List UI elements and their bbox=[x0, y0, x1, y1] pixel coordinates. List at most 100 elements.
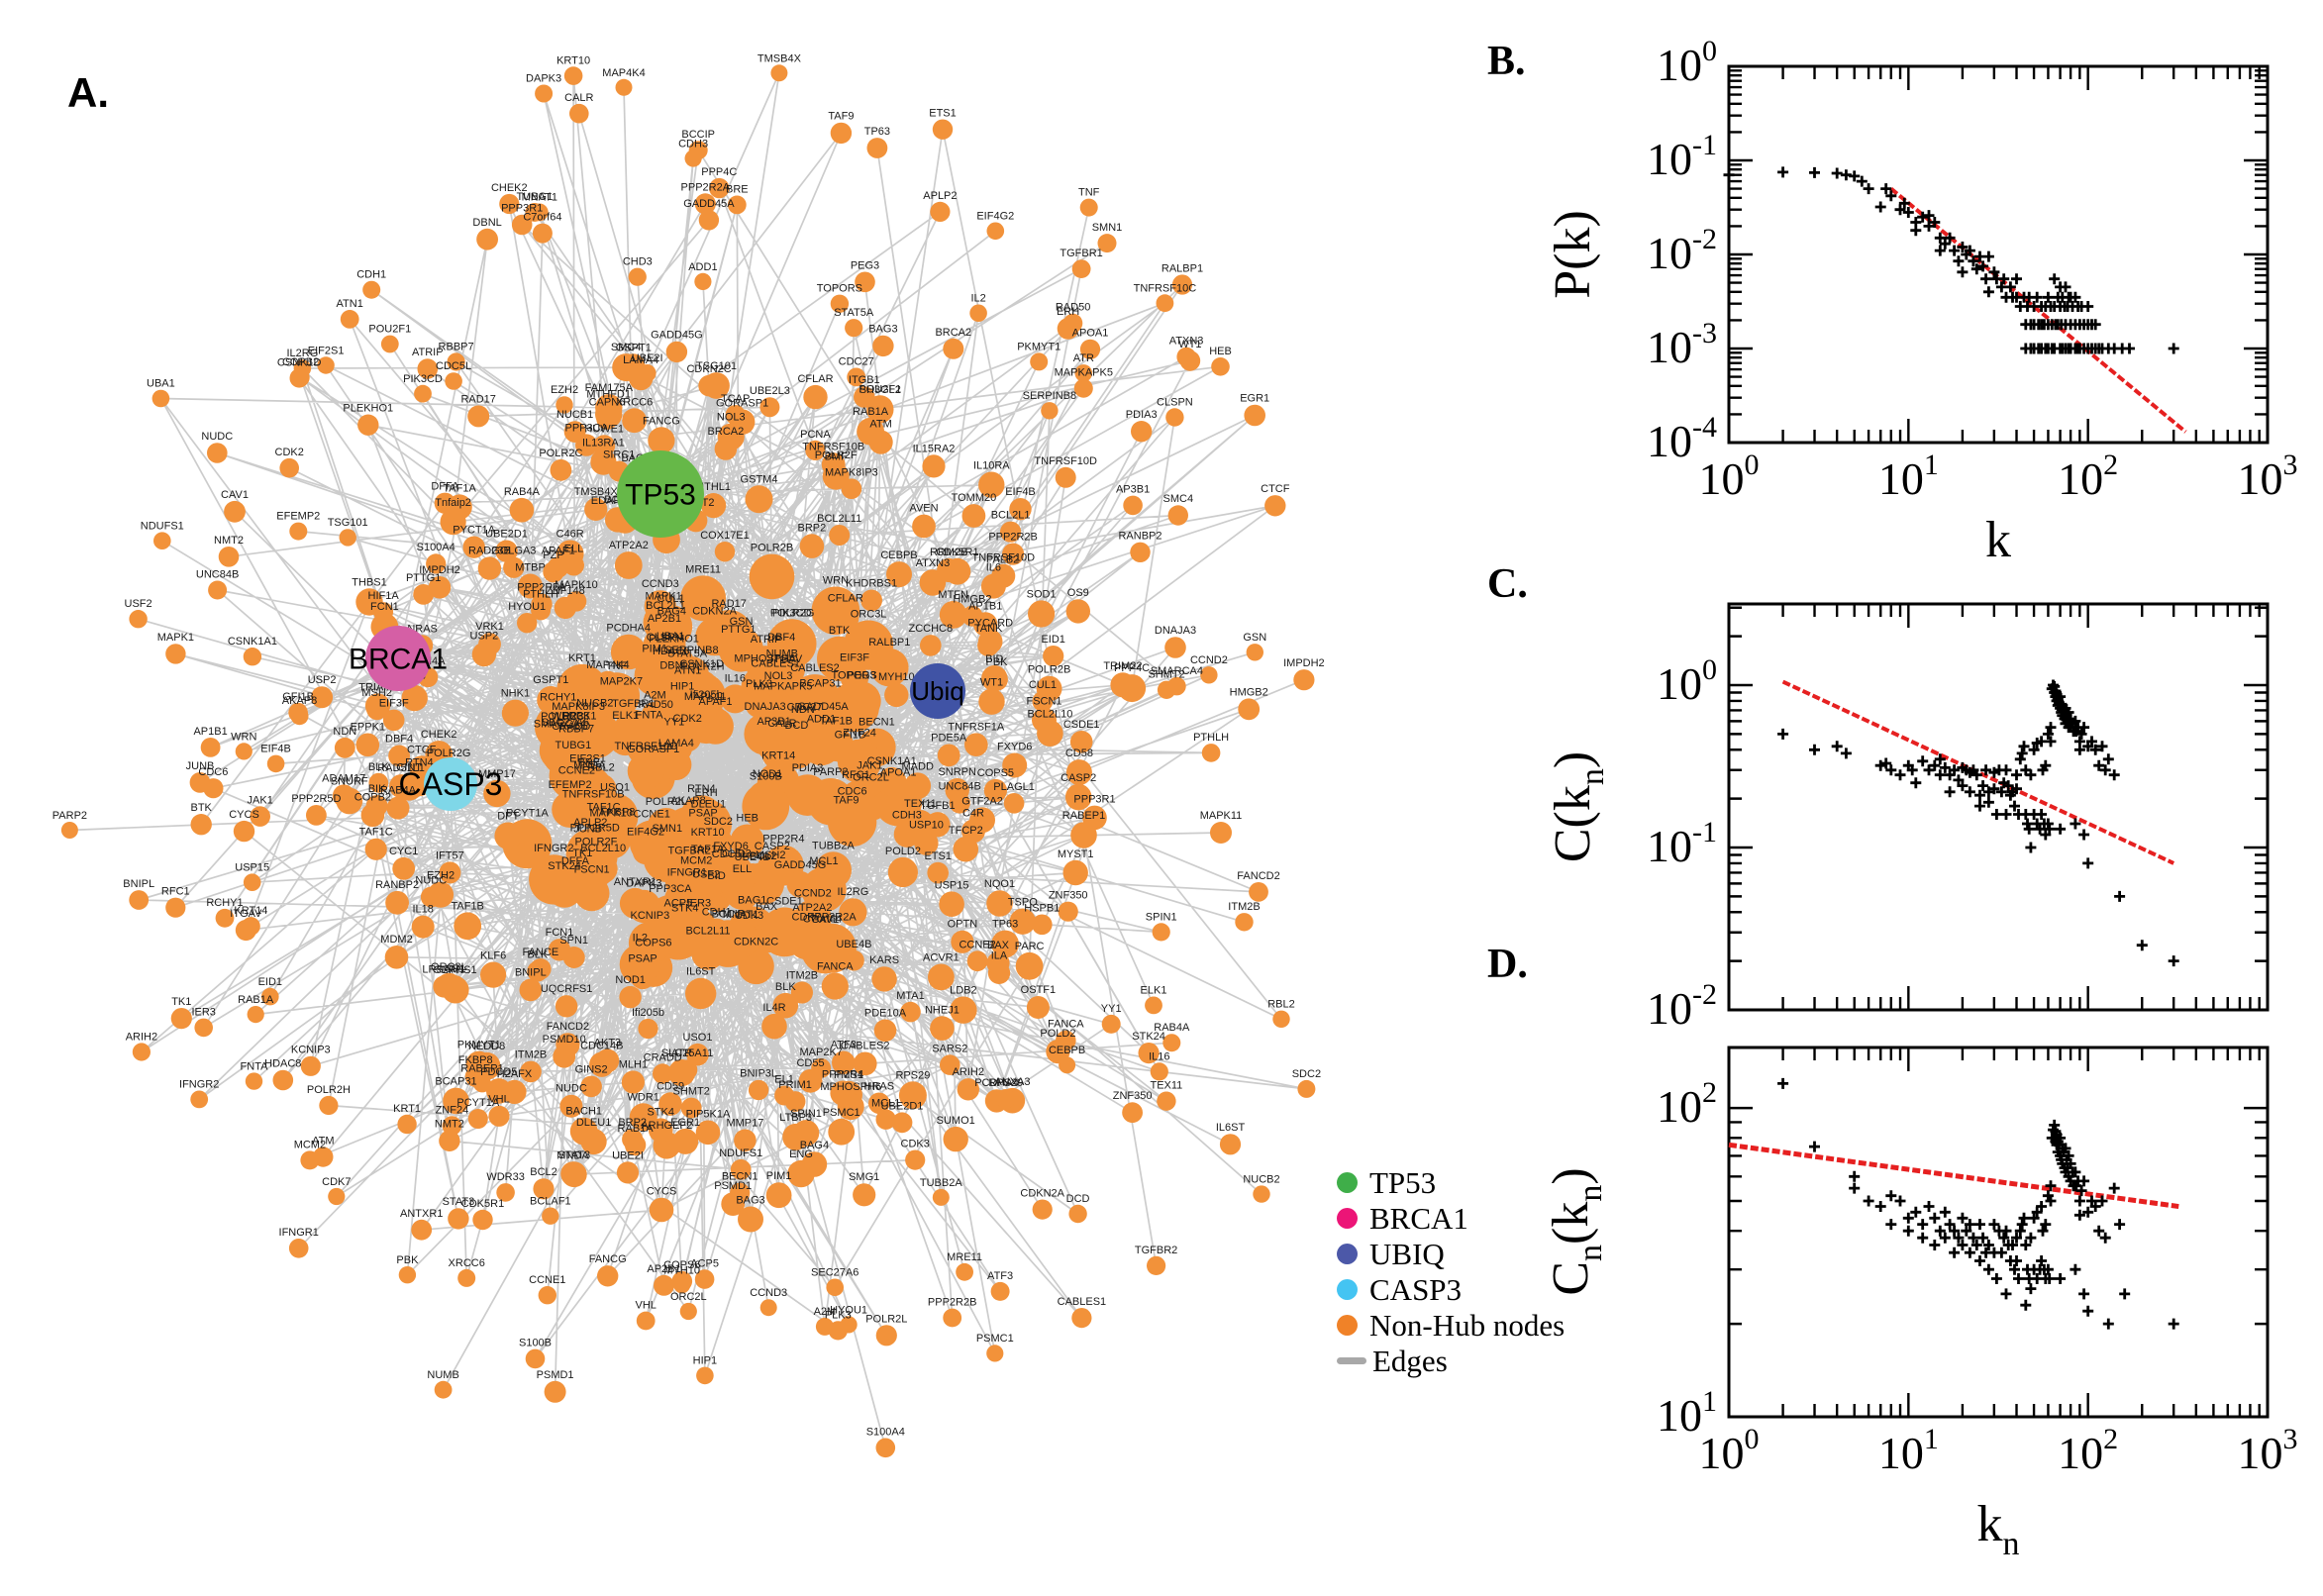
svg-text:KRT14: KRT14 bbox=[761, 750, 795, 762]
svg-text:10-4: 10-4 bbox=[1647, 411, 1717, 466]
svg-text:S100A4: S100A4 bbox=[866, 1427, 905, 1439]
svg-text:DLEU1: DLEU1 bbox=[576, 1117, 611, 1129]
svg-text:DNAJA3: DNAJA3 bbox=[745, 701, 786, 713]
svg-text:BAG1: BAG1 bbox=[738, 894, 766, 906]
plot-b-ylabel: P(k) bbox=[1545, 210, 1601, 299]
svg-text:TAF1B: TAF1B bbox=[451, 900, 483, 912]
svg-text:STAT5A: STAT5A bbox=[667, 648, 708, 660]
svg-text:MAPKAPK5: MAPKAPK5 bbox=[1055, 367, 1113, 379]
svg-text:BECN1: BECN1 bbox=[722, 1171, 758, 1183]
svg-text:UBE2I: UBE2I bbox=[632, 352, 663, 364]
svg-text:ITGAV: ITGAV bbox=[230, 908, 262, 920]
svg-text:BCL2L10: BCL2L10 bbox=[1027, 709, 1072, 721]
svg-text:CD59: CD59 bbox=[656, 1080, 684, 1092]
svg-text:TNF: TNF bbox=[1078, 187, 1100, 199]
svg-text:BCLAF1: BCLAF1 bbox=[530, 1196, 571, 1208]
svg-text:USP2: USP2 bbox=[470, 631, 499, 643]
svg-text:ADAM17: ADAM17 bbox=[322, 772, 365, 784]
plot-b-points bbox=[1723, 166, 2179, 354]
svg-text:IL4R: IL4R bbox=[762, 1002, 785, 1014]
svg-text:NUDC: NUDC bbox=[201, 431, 233, 443]
svg-text:HYOU1: HYOU1 bbox=[508, 601, 546, 613]
svg-text:TEX11: TEX11 bbox=[904, 798, 937, 810]
svg-text:SARS2: SARS2 bbox=[932, 1043, 967, 1054]
svg-text:A2M: A2M bbox=[644, 690, 666, 702]
svg-text:IER3: IER3 bbox=[191, 1007, 215, 1019]
svg-text:NOL3: NOL3 bbox=[764, 670, 793, 682]
svg-text:TAF1C: TAF1C bbox=[359, 827, 393, 839]
svg-text:NHEJ1: NHEJ1 bbox=[925, 1004, 960, 1016]
svg-text:ATR: ATR bbox=[671, 1047, 692, 1059]
svg-text:EIF4G2: EIF4G2 bbox=[976, 211, 1014, 223]
svg-text:LAMA4: LAMA4 bbox=[623, 354, 658, 366]
svg-text:POLR2L: POLR2L bbox=[646, 796, 687, 808]
svg-text:DBF4: DBF4 bbox=[767, 632, 795, 644]
svg-text:PIK3CD: PIK3CD bbox=[403, 373, 443, 385]
svg-text:UBA1: UBA1 bbox=[656, 631, 685, 643]
legend-label: CASP3 bbox=[1369, 1271, 1463, 1307]
svg-text:JUNB: JUNB bbox=[186, 760, 215, 772]
svg-text:C4R: C4R bbox=[962, 807, 984, 819]
svg-text:CHEK2: CHEK2 bbox=[491, 182, 528, 194]
svg-text:CLSPN: CLSPN bbox=[1157, 396, 1193, 408]
svg-text:FCN1: FCN1 bbox=[370, 601, 399, 613]
svg-text:ERH: ERH bbox=[1057, 306, 1079, 318]
svg-text:CCND3: CCND3 bbox=[642, 578, 679, 590]
svg-text:BMF: BMF bbox=[825, 451, 849, 463]
svg-text:PPP4C: PPP4C bbox=[1114, 662, 1150, 674]
svg-text:STK24: STK24 bbox=[548, 860, 581, 872]
svg-text:DAPK3: DAPK3 bbox=[626, 878, 661, 890]
svg-text:POLR2C: POLR2C bbox=[539, 448, 582, 459]
svg-text:IL6ST: IL6ST bbox=[686, 966, 716, 978]
svg-text:CDC5L: CDC5L bbox=[712, 848, 748, 860]
svg-text:HYOU1: HYOU1 bbox=[830, 1304, 867, 1316]
svg-text:WT1: WT1 bbox=[1178, 339, 1201, 350]
svg-text:ATP2A2: ATP2A2 bbox=[609, 540, 649, 551]
svg-text:10-1: 10-1 bbox=[1647, 129, 1717, 184]
svg-text:CCNE1: CCNE1 bbox=[529, 1274, 565, 1286]
hub-node-ubiq bbox=[910, 663, 965, 719]
svg-text:CDK7: CDK7 bbox=[792, 912, 821, 924]
svg-text:POLR2G: POLR2G bbox=[770, 607, 815, 619]
svg-text:CABLES1: CABLES1 bbox=[1058, 1296, 1107, 1308]
svg-text:UBE2D1: UBE2D1 bbox=[485, 529, 528, 541]
svg-text:CDC6: CDC6 bbox=[838, 786, 867, 798]
svg-text:101: 101 bbox=[1878, 449, 1939, 504]
svg-text:TUBG1: TUBG1 bbox=[517, 191, 554, 203]
svg-text:CDH1: CDH1 bbox=[702, 907, 732, 919]
svg-text:PLEKHO1: PLEKHO1 bbox=[343, 403, 393, 415]
svg-text:GADD45A: GADD45A bbox=[797, 701, 849, 713]
svg-text:TFCP2: TFCP2 bbox=[949, 825, 983, 837]
svg-text:ZNF24: ZNF24 bbox=[436, 1104, 469, 1116]
svg-text:ATXN3: ATXN3 bbox=[1169, 336, 1204, 348]
svg-text:PCNA: PCNA bbox=[800, 429, 831, 441]
svg-text:LDB2: LDB2 bbox=[950, 984, 977, 996]
svg-text:FNTA: FNTA bbox=[241, 1060, 269, 1072]
svg-text:STK4: STK4 bbox=[647, 1106, 674, 1118]
svg-text:TAF1B: TAF1B bbox=[820, 715, 853, 727]
svg-text:MAPK11: MAPK11 bbox=[1200, 810, 1243, 822]
svg-text:THBS1: THBS1 bbox=[352, 576, 386, 588]
svg-text:FSCN1: FSCN1 bbox=[1026, 696, 1061, 708]
svg-text:KHDRBS1: KHDRBS1 bbox=[846, 578, 897, 590]
svg-text:CSNK1D: CSNK1D bbox=[277, 356, 322, 368]
svg-text:BID: BID bbox=[985, 653, 1003, 665]
svg-text:USP15: USP15 bbox=[935, 879, 969, 891]
svg-text:DAPK3: DAPK3 bbox=[526, 73, 561, 85]
svg-text:ZNF148: ZNF148 bbox=[546, 585, 585, 597]
svg-text:TSG101: TSG101 bbox=[696, 360, 737, 372]
svg-text:TP63: TP63 bbox=[992, 919, 1018, 931]
svg-text:PSMD1: PSMD1 bbox=[714, 1180, 752, 1192]
svg-text:COPS5: COPS5 bbox=[977, 767, 1014, 779]
svg-text:MAPK1: MAPK1 bbox=[157, 632, 194, 644]
svg-text:IL6ST: IL6ST bbox=[1216, 1122, 1246, 1134]
svg-text:CABLES1: CABLES1 bbox=[751, 657, 800, 669]
svg-text:EID1: EID1 bbox=[258, 976, 282, 988]
panel-a-label: A. bbox=[67, 69, 109, 116]
svg-text:CLSPN: CLSPN bbox=[647, 632, 683, 644]
svg-text:COPB2: COPB2 bbox=[354, 792, 391, 804]
svg-text:Ifi205b: Ifi205b bbox=[690, 689, 723, 701]
plot-d-xlabel: kn bbox=[1977, 1496, 2020, 1562]
svg-text:MAPK8IP3: MAPK8IP3 bbox=[825, 466, 878, 478]
svg-text:STAT5A: STAT5A bbox=[834, 307, 874, 319]
